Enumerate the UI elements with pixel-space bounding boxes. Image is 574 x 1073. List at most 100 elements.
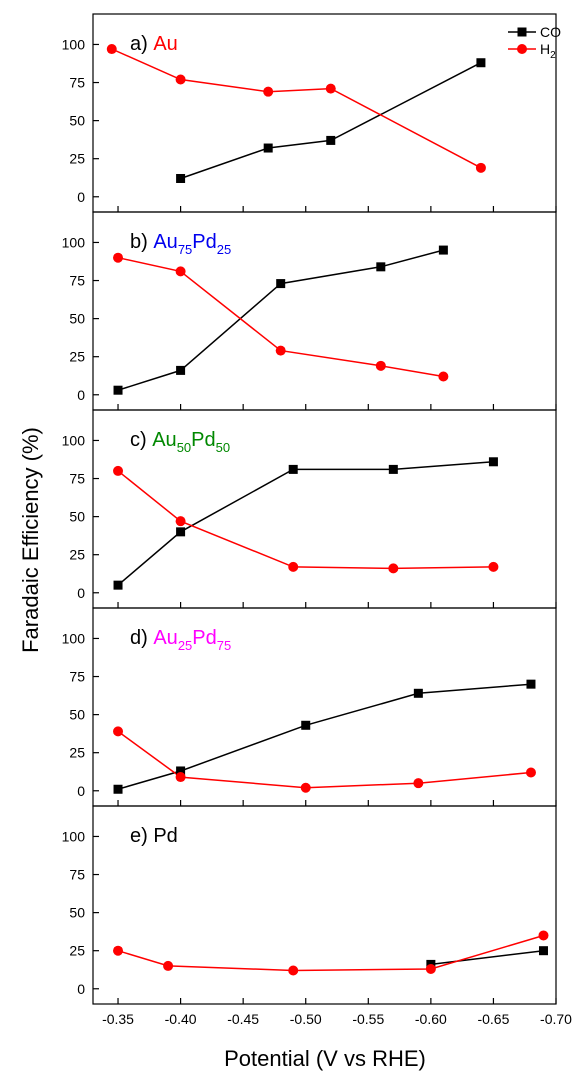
data-point-co	[438, 245, 448, 255]
y-tick-label: 75	[69, 273, 85, 289]
data-point-h2	[175, 266, 186, 277]
data-point-h2	[525, 767, 536, 778]
data-point-co	[113, 784, 123, 794]
y-tick-label: 75	[69, 75, 85, 91]
data-point-co	[176, 766, 186, 776]
data-point-h2	[275, 345, 286, 356]
panel-label-main: Pd	[153, 825, 177, 847]
y-tick-label: 25	[69, 745, 85, 761]
panel-label-sub: 50	[216, 440, 230, 455]
y-axis-label: Faradaic Efficiency (%)	[18, 427, 43, 653]
y-tick-label: 0	[77, 981, 85, 997]
y-tick-label: 50	[69, 707, 85, 723]
data-point-h2	[475, 162, 486, 173]
series-line-co	[430, 949, 544, 966]
x-tick-label: -0.55	[352, 1011, 384, 1027]
y-tick-label: 0	[77, 585, 85, 601]
data-point-co	[288, 464, 298, 474]
panel-label-main: Au	[153, 231, 177, 253]
x-tick-label: -0.45	[227, 1011, 259, 1027]
panel-label-sub: 75	[217, 638, 231, 653]
data-point-h2	[175, 74, 186, 85]
panel-label-prefix: d)	[130, 627, 153, 649]
data-point-h2	[288, 965, 299, 976]
data-point-co	[176, 527, 186, 537]
data-point-h2	[288, 561, 299, 572]
y-tick-label: 75	[69, 471, 85, 487]
data-point-h2	[425, 963, 436, 974]
panel-label-sub: 50	[177, 440, 191, 455]
data-point-co	[113, 385, 123, 395]
data-point-co	[176, 173, 186, 183]
panel-label: a) Au	[130, 33, 178, 55]
panel-label: c) Au50Pd50	[130, 429, 230, 455]
data-point-h2	[300, 782, 311, 793]
data-point-h2	[113, 726, 124, 737]
data-point-co	[326, 135, 336, 145]
panel-label-sub: 25	[178, 638, 192, 653]
series-line-h2	[117, 470, 494, 570]
data-point-h2	[113, 945, 124, 956]
panel-label: d) Au25Pd75	[130, 627, 231, 653]
data-point-h2	[388, 563, 399, 574]
y-tick-label: 100	[62, 234, 86, 250]
legend-entry-label: CO	[540, 24, 561, 40]
x-tick-label: -0.35	[102, 1011, 134, 1027]
data-point-h2	[175, 516, 186, 527]
x-tick-label: -0.40	[165, 1011, 197, 1027]
panel-label-prefix: e)	[130, 825, 153, 847]
x-tick-label: -0.60	[415, 1011, 447, 1027]
panel-label-mid: Pd	[192, 627, 216, 649]
y-tick-label: 50	[69, 905, 85, 921]
data-point-h2	[163, 960, 174, 971]
panel-label-mid: Pd	[191, 429, 215, 451]
data-point-co	[476, 58, 486, 68]
y-tick-label: 75	[69, 867, 85, 883]
data-point-h2	[106, 44, 117, 55]
series-line-co	[180, 62, 482, 180]
legend-entry-name: H	[540, 41, 550, 57]
y-tick-label: 25	[69, 151, 85, 167]
data-point-co	[176, 365, 186, 375]
y-tick-label: 50	[69, 113, 85, 129]
panel-label-prefix: a)	[130, 33, 153, 55]
y-tick-label: 100	[62, 36, 86, 52]
data-point-h2	[325, 83, 336, 94]
data-point-co	[388, 464, 398, 474]
data-point-h2	[263, 86, 274, 97]
x-tick-label: -0.70	[540, 1011, 572, 1027]
panel-label-main: Au	[152, 429, 176, 451]
y-tick-label: 25	[69, 943, 85, 959]
data-point-h2	[413, 778, 424, 789]
data-point-co	[488, 457, 498, 467]
legend-entry-sub: 2	[550, 50, 556, 61]
y-tick-label: 100	[62, 432, 86, 448]
series-line-co	[117, 249, 444, 391]
data-point-h2	[538, 930, 549, 941]
panel-label-prefix: c)	[130, 429, 152, 451]
y-tick-label: 75	[69, 669, 85, 685]
y-tick-label: 100	[62, 828, 86, 844]
y-tick-label: 25	[69, 547, 85, 563]
panel-label: b) Au75Pd25	[130, 231, 231, 257]
data-point-co	[538, 946, 548, 956]
panel-label-prefix: b)	[130, 231, 153, 253]
series-line-h2	[117, 934, 544, 972]
data-point-h2	[375, 360, 386, 371]
data-point-co	[276, 279, 286, 289]
legend-marker-co	[517, 27, 527, 37]
y-tick-label: 50	[69, 509, 85, 525]
data-point-co	[301, 720, 311, 730]
data-point-co	[376, 262, 386, 272]
panel-e: 0 25 50 75 100 -0.35 -0.40 -0.45 -0.50 -0.55 -0.60…	[62, 805, 572, 1027]
panel-label-main: Au	[153, 627, 177, 649]
y-tick-label: 0	[77, 387, 85, 403]
panel-label: e) Pd	[130, 825, 178, 847]
